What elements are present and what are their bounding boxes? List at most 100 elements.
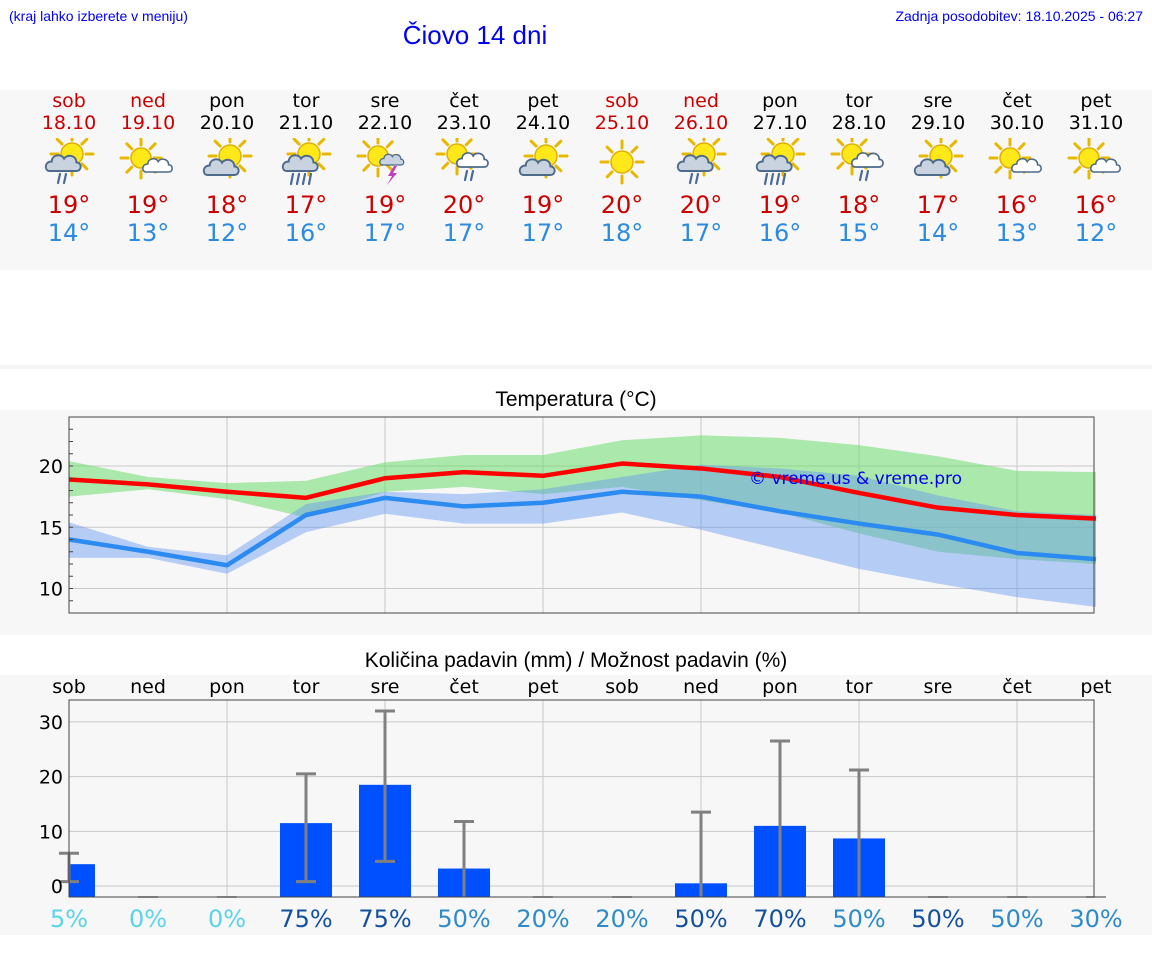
forecast-day-name: sob (605, 90, 639, 112)
cloud-shape (202, 158, 240, 176)
forecast-min-temp: 13° (126, 219, 170, 247)
forecast-max-temp: 19° (126, 191, 170, 219)
precipitation-probability: 30% (1069, 905, 1122, 933)
precipitation-probability: 50% (437, 905, 490, 933)
forecast-day[interactable]: čet 23.10 20° 17° (424, 90, 504, 247)
forecast-day[interactable]: pet 24.10 19° 17° (503, 90, 583, 247)
forecast-max-temp: 19° (521, 191, 565, 219)
forecast-day-name: pon (209, 90, 245, 112)
forecast-min-temp: 17° (679, 219, 723, 247)
x-category-label: ned (130, 676, 166, 698)
forecast-day[interactable]: pon 27.10 19° 16° (740, 90, 820, 247)
x-category-label: pon (762, 676, 798, 698)
plot-area (69, 700, 1094, 897)
y-tick-label: 30 (39, 712, 63, 734)
forecast-day[interactable]: tor 21.10 17° 16° (266, 90, 346, 247)
precipitation-probability: 5% (50, 905, 88, 933)
y-tick-label: 10 (39, 821, 63, 843)
forecast-day[interactable]: pon 20.10 18° 12° (187, 90, 267, 247)
sun-shape (681, 138, 727, 177)
forecast-day[interactable]: sre 22.10 19° 17° (345, 90, 425, 247)
cloud-shape (44, 154, 82, 172)
x-category-label: pet (527, 676, 558, 698)
x-category-label: čet (1002, 676, 1032, 698)
x-category-label: sre (924, 676, 953, 698)
forecast-max-temp: 17° (916, 191, 960, 219)
forecast-day[interactable]: pet 31.10 16° 12° (1056, 90, 1136, 247)
y-tick-label: 20 (39, 767, 63, 789)
forecast-day-name: pet (527, 90, 559, 112)
sun-shape (49, 138, 95, 177)
min-range-band (69, 464, 1096, 607)
forecast-date: 26.10 (673, 112, 729, 134)
menu-hint[interactable]: (kraj lahko izberete v meniju) (9, 8, 188, 24)
forecast-date: 29.10 (910, 112, 966, 134)
forecast-min-temp: 15° (837, 219, 881, 247)
forecast-day-name: pet (1080, 90, 1112, 112)
forecast-day[interactable]: ned 19.10 19° 13° (108, 90, 188, 247)
x-category-label: čet (449, 676, 479, 698)
precipitation-probability: 50% (674, 905, 727, 933)
rain-shape (289, 172, 313, 186)
forecast-date: 25.10 (594, 112, 650, 134)
forecast-band (0, 90, 1152, 270)
forecast-min-temp: 12° (1074, 219, 1118, 247)
partly-cloudy-light-rain-icon (44, 138, 95, 185)
x-category-label: sre (371, 676, 400, 698)
forecast-day[interactable]: sob 25.10 20° 18° (582, 90, 662, 247)
plot-frame (68, 699, 1095, 898)
forecast-max-temp: 20° (442, 191, 486, 219)
y-tick-label: 15 (39, 517, 63, 539)
sun-shape (1067, 138, 1111, 180)
rain-shape (463, 169, 475, 182)
sunny-icon (599, 139, 645, 185)
forecast-day[interactable]: čet 30.10 16° 13° (977, 90, 1057, 247)
error-bar (454, 819, 474, 897)
forecast-max-temp: 16° (1074, 191, 1118, 219)
y-tick-label: 10 (39, 579, 63, 601)
x-category-label: tor (293, 676, 320, 698)
forecast-day[interactable]: tor 28.10 18° 15° (819, 90, 899, 247)
forecast-day[interactable]: sre 29.10 17° 14° (898, 90, 978, 247)
rain-shape (688, 172, 700, 185)
rain-shape (858, 169, 870, 182)
forecast-day[interactable]: ned 26.10 20° 17° (661, 90, 741, 247)
forecast-date: 30.10 (989, 112, 1045, 134)
error-bar (375, 709, 395, 863)
forecast-min-temp: 13° (995, 219, 1039, 247)
x-category-label: pon (209, 676, 245, 698)
forecast-min-temp: 14° (916, 219, 960, 247)
precipitation-probability: 50% (832, 905, 885, 933)
temperature-chart: 10 15 20 © vreme.us & vreme.pro (39, 416, 1097, 614)
partly-cloudy-rain-icon (755, 138, 806, 186)
forecast-max-temp: 20° (600, 191, 644, 219)
forecast-max-temp: 19° (363, 191, 407, 219)
cloud-shape (281, 154, 319, 172)
partly-cloudy-light-rain-icon (676, 138, 727, 185)
forecast-date: 21.10 (278, 112, 334, 134)
last-update: Zadnja posodobitev: 18.10.2025 - 06:27 (895, 8, 1143, 24)
rain-shape (56, 172, 68, 185)
lightning-shape (387, 166, 397, 185)
cloud-shape (676, 154, 714, 172)
forecast-date: 28.10 (831, 112, 887, 134)
precipitation-probability: 20% (516, 905, 569, 933)
partly-cloudy-icon (913, 138, 964, 179)
forecast-max-temp: 18° (205, 191, 249, 219)
cloud-shape (1011, 157, 1042, 173)
sun-thunderstorm-icon (356, 138, 405, 185)
forecast-day-name: tor (845, 90, 873, 112)
precipitation-probability: 0% (208, 905, 246, 933)
sun-cloud-icon (1067, 138, 1121, 180)
forecast-day-name: sre (923, 90, 953, 112)
forecast-day[interactable]: sob 18.10 19° 14° (29, 90, 109, 247)
forecast-day-name: čet (449, 90, 479, 112)
x-category-label: sob (605, 676, 639, 698)
sun-cloud-icon (119, 138, 173, 180)
divider (0, 365, 1152, 369)
y-tick-label: 20 (39, 456, 63, 478)
precipitation-chart: sob ned pon tor sre čet pet sob ned pon tor sre čet p… (39, 676, 1123, 933)
forecast-max-temp: 17° (284, 191, 328, 219)
precipitation-probability: 50% (990, 905, 1043, 933)
max-range-band (69, 435, 1096, 564)
